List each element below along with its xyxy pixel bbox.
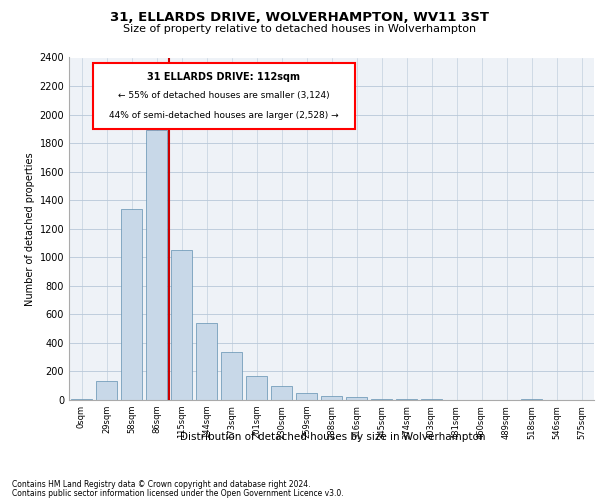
Text: 44% of semi-detached houses are larger (2,528) →: 44% of semi-detached houses are larger (… [109, 110, 338, 120]
Bar [196, 323, 217, 400]
Bar [271, 386, 292, 400]
Bar [296, 393, 317, 400]
Text: Size of property relative to detached houses in Wolverhampton: Size of property relative to detached ho… [124, 24, 476, 34]
Bar [121, 209, 142, 400]
Text: Distribution of detached houses by size in Wolverhampton: Distribution of detached houses by size … [180, 432, 486, 442]
Bar [396, 399, 417, 400]
Text: ← 55% of detached houses are smaller (3,124): ← 55% of detached houses are smaller (3,… [118, 90, 329, 100]
Bar [246, 376, 267, 400]
Text: 31, ELLARDS DRIVE, WOLVERHAMPTON, WV11 3ST: 31, ELLARDS DRIVE, WOLVERHAMPTON, WV11 3… [110, 11, 490, 24]
Text: Contains HM Land Registry data © Crown copyright and database right 2024.: Contains HM Land Registry data © Crown c… [12, 480, 311, 489]
Bar [221, 352, 242, 400]
Bar [146, 130, 167, 400]
Bar [171, 250, 192, 400]
Bar [346, 397, 367, 400]
Bar [321, 396, 342, 400]
Text: 31 ELLARDS DRIVE: 112sqm: 31 ELLARDS DRIVE: 112sqm [148, 72, 301, 82]
FancyBboxPatch shape [92, 62, 355, 130]
Text: Contains public sector information licensed under the Open Government Licence v3: Contains public sector information licen… [12, 488, 344, 498]
Y-axis label: Number of detached properties: Number of detached properties [25, 152, 35, 306]
Bar [371, 398, 392, 400]
Bar [96, 382, 117, 400]
